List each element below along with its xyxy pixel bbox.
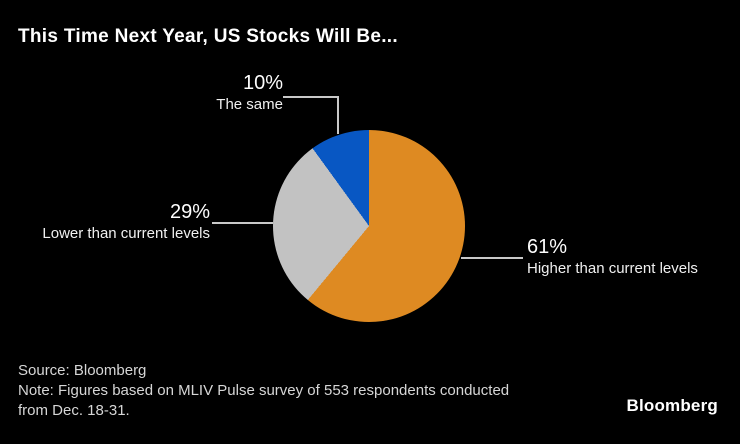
source-text: Source: Bloomberg <box>18 362 147 379</box>
callout-same: 10% The same <box>60 72 283 114</box>
callout-percent: 29% <box>169 201 210 223</box>
callout-label: The same <box>216 96 283 113</box>
callout-lower: 29% Lower than current levels <box>15 201 210 243</box>
callout-label: Higher than current levels <box>527 260 698 277</box>
note-text-line2: from Dec. 18-31. <box>18 402 130 419</box>
note-text-line1: Note: Figures based on MLIV Pulse survey… <box>18 382 510 399</box>
leader-line-lower <box>212 222 273 224</box>
chart-title: This Time Next Year, US Stocks Will Be..… <box>18 26 398 47</box>
bloomberg-logo: Bloomberg <box>626 396 718 415</box>
footer: Source: Bloomberg Note: Figures based on… <box>18 361 509 421</box>
leader-line-same-horizontal <box>283 96 339 98</box>
callout-percent: 61% <box>527 236 568 258</box>
pie-chart <box>273 130 465 322</box>
callout-label: Lower than current levels <box>42 225 210 242</box>
leader-line-higher <box>461 257 523 259</box>
leader-line-same-vertical <box>337 96 339 134</box>
callout-percent: 10% <box>242 72 283 94</box>
callout-higher: 61% Higher than current levels <box>527 236 727 278</box>
